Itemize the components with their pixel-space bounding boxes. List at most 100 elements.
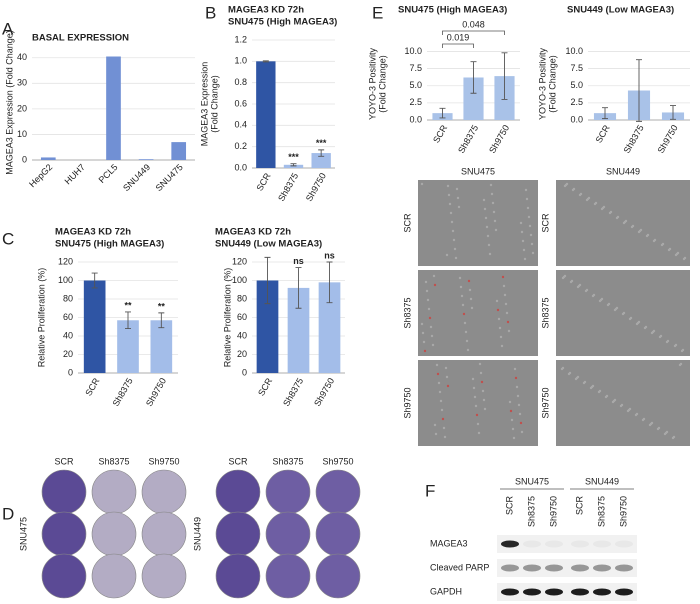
bar (256, 280, 279, 373)
cell (441, 417, 445, 421)
cell (496, 308, 500, 312)
cell (529, 233, 533, 237)
y-tick-label: 120 (232, 256, 247, 266)
colony-plate (141, 553, 187, 599)
cell (523, 257, 527, 261)
cell (458, 276, 462, 280)
y-tick-label: 0.6 (234, 98, 247, 108)
cell (445, 375, 449, 379)
band-label: GAPDH (430, 586, 462, 596)
column-label: SCR (228, 456, 248, 466)
cell (613, 308, 617, 312)
chart-title: SNU475 (High MAGEA3) (55, 239, 164, 250)
cell (462, 312, 466, 316)
bar (150, 320, 173, 373)
cell (673, 344, 677, 348)
cell (480, 380, 484, 384)
image-row-label: Sh8375 (540, 297, 550, 328)
cell (519, 421, 523, 425)
cell (479, 371, 483, 375)
image-row-label: SCR (402, 213, 412, 233)
significance-label: ns (293, 256, 304, 266)
y-tick-label: 0.0 (570, 114, 583, 124)
cell (569, 280, 573, 284)
cell (504, 302, 508, 306)
blot-band (571, 564, 589, 572)
cell (660, 243, 664, 247)
cell (483, 207, 487, 211)
cell (514, 376, 518, 380)
image-column-label: SNU475 (461, 166, 495, 176)
y-axis-label: (Fold Change) (547, 55, 557, 113)
y-axis-label: YOYO-3 Positivity (367, 47, 377, 120)
cell (635, 322, 639, 326)
blot-band (593, 540, 611, 548)
cell (518, 412, 522, 416)
cell (519, 221, 523, 225)
panel-label: E (372, 3, 383, 22)
cell (526, 206, 530, 210)
cell (465, 339, 469, 343)
cell (517, 403, 521, 407)
error-bar (470, 61, 477, 94)
cell (424, 280, 428, 284)
cell (604, 395, 608, 399)
bar (83, 280, 106, 373)
blot-band (545, 564, 563, 572)
cell (510, 418, 514, 422)
y-tick-label: 1.2 (234, 34, 247, 44)
cell (527, 215, 531, 219)
x-tick-label: Sh9750 (487, 123, 511, 155)
y-tick-label: 40 (237, 330, 247, 340)
blot-band (615, 588, 633, 596)
panel-label: D (2, 504, 14, 523)
bar (171, 142, 187, 160)
cell (467, 279, 471, 283)
cell (448, 202, 452, 206)
cell (530, 242, 534, 246)
bar (283, 164, 304, 168)
colony-plate (215, 511, 261, 557)
cell (503, 293, 507, 297)
microscopy-image (556, 360, 690, 446)
panel-label: C (2, 229, 14, 248)
y-tick-label: 80 (63, 293, 73, 303)
cell (578, 193, 582, 197)
cell (477, 431, 481, 435)
cell (680, 349, 684, 353)
x-tick-label: Sh8375 (622, 123, 646, 155)
band-label: Cleaved PARP (430, 562, 489, 572)
image-row-label: Sh8375 (402, 297, 412, 328)
cell (434, 432, 438, 436)
cell (421, 331, 425, 335)
cell (611, 400, 615, 404)
y-tick-label: 10.0 (404, 46, 422, 56)
y-tick-label: 2.5 (570, 97, 583, 107)
cell (509, 409, 513, 413)
cell (652, 239, 656, 243)
cell (621, 312, 625, 316)
cell (481, 389, 485, 393)
column-label: SCR (54, 456, 74, 466)
row-label: SNU475 (18, 517, 28, 551)
cell (656, 427, 660, 431)
x-tick-label: HepG2 (27, 162, 54, 189)
cell (422, 340, 426, 344)
chart-title: SNU449 (Low MAGEA3) (567, 5, 674, 16)
blot-band (501, 588, 519, 596)
chart-title: BASAL EXPRESSION (32, 33, 129, 44)
colony-plate (265, 553, 311, 599)
y-tick-label: 40 (17, 52, 27, 62)
colony-plate (265, 469, 311, 515)
y-tick-label: 10.0 (565, 46, 583, 56)
microscopy-image (418, 270, 538, 356)
cell (520, 230, 524, 234)
comparison-bracket (442, 30, 505, 35)
cell (478, 362, 482, 366)
cell (516, 394, 520, 398)
y-tick-label: 20 (63, 349, 73, 359)
cell (667, 248, 671, 252)
chart-title: MAGEA3 KD 72h (55, 227, 131, 238)
cell (473, 395, 477, 399)
x-tick-label: SNU475 (154, 162, 185, 193)
